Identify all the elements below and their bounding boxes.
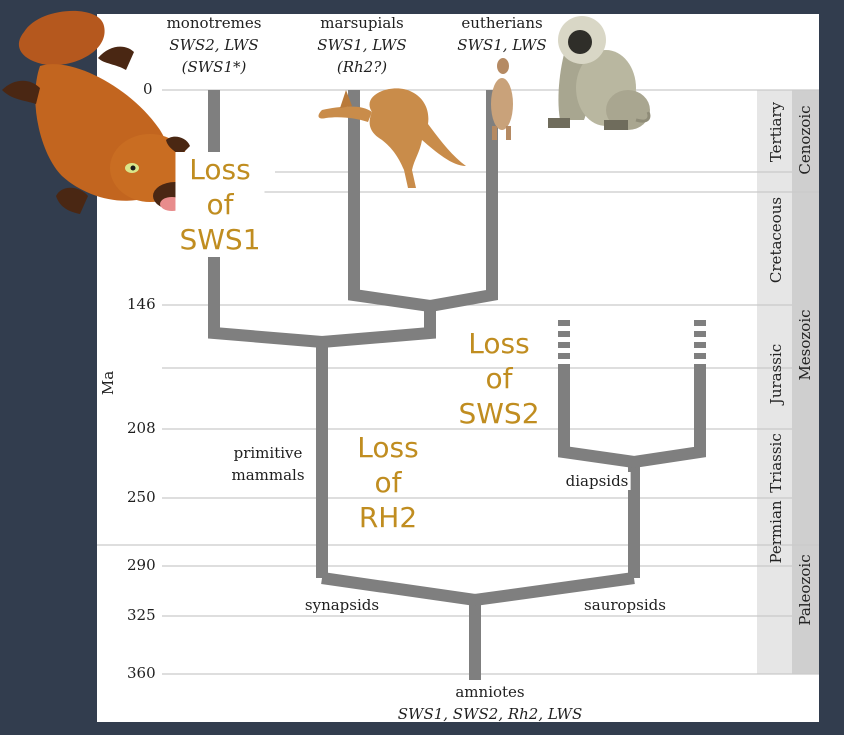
tip-genes-marsupials: SWS1, LWS <box>317 36 407 54</box>
tick-label: 146 <box>127 295 156 313</box>
era-mesozoic: Mesozoic <box>796 309 814 381</box>
era-column <box>792 90 819 674</box>
tick-label: 360 <box>127 664 156 682</box>
loss-sws1-line3: SWS1 <box>179 223 261 256</box>
meerkat-leg <box>492 126 497 140</box>
timescale <box>757 90 819 674</box>
label-diapsids: diapsids <box>563 472 631 490</box>
loss-rh2-annotation: Loss of RH2 <box>357 430 418 535</box>
loss-sws2-line1: Loss <box>468 327 530 360</box>
tip-genes-eutherians: SWS1, LWS <box>457 36 547 54</box>
era-cenozoic: Cenozoic <box>796 105 814 175</box>
branch-therian-split <box>348 90 498 313</box>
meerkat-illustration <box>491 58 513 140</box>
monkey-illustration <box>548 16 651 130</box>
tip-genes-monotremes: SWS2, LWS <box>169 36 259 54</box>
monkey-tail <box>635 111 651 123</box>
tick-label: 250 <box>127 488 156 506</box>
tip-label-marsupials: marsupials <box>320 14 404 32</box>
meerkat-body <box>491 78 513 130</box>
monkey-hand <box>548 118 570 128</box>
tip-note-marsupials: (Rh2?) <box>336 58 388 76</box>
branch-diapsid-split <box>558 370 706 469</box>
label-synapsids: synapsids <box>304 596 380 614</box>
branch-amniote-split <box>321 572 635 607</box>
period-triassic: Triassic <box>767 433 785 493</box>
loss-sws1-line1: Loss <box>189 153 251 186</box>
monkey-foot <box>604 120 628 130</box>
period-tertiary: Tertiary <box>767 101 785 163</box>
loss-sws2-annotation: Loss of SWS2 <box>458 326 539 431</box>
loss-sws2-line3: SWS2 <box>458 397 540 430</box>
period-column <box>757 90 792 674</box>
tick-label: 290 <box>127 556 156 574</box>
platypus-pupil <box>130 165 136 171</box>
tick-label: 0 <box>143 80 153 98</box>
monkey-face <box>568 30 592 54</box>
period-permian: Permian <box>767 500 785 564</box>
label-amniotes: amniotes <box>455 683 525 701</box>
loss-sws1-annotation: Loss of SWS1 <box>175 152 265 257</box>
kangaroo-body <box>369 88 466 188</box>
era-paleozoic: Paleozoic <box>796 554 814 626</box>
platypus-foot <box>56 187 88 214</box>
label-primitive-mammals: primitive mammals <box>223 442 313 486</box>
tip-label-monotremes: monotremes <box>166 14 262 32</box>
tip-label-eutherians: eutherians <box>461 14 543 32</box>
kangaroo-illustration <box>318 88 466 188</box>
platypus-foot <box>98 46 134 70</box>
tip-note-monotremes: (SWS1*) <box>181 58 247 76</box>
label-sauropsids: sauropsids <box>584 596 666 614</box>
kangaroo-ear <box>340 90 352 108</box>
tick-label: 325 <box>127 606 156 624</box>
meerkat-leg <box>506 126 511 140</box>
meerkat-head <box>497 58 509 74</box>
period-jurassic: Jurassic <box>767 343 785 405</box>
platypus-tail <box>18 10 105 66</box>
loss-rh2-line2: of <box>374 466 402 499</box>
platypus-illustration <box>2 10 197 214</box>
kangaroo-head <box>318 106 372 122</box>
loss-sws1-line2: of <box>206 188 234 221</box>
tree-dashed-branches <box>558 320 706 370</box>
axis-unit-label: Ma <box>99 370 117 396</box>
period-cretaceous: Cretaceous <box>767 196 785 284</box>
label-amniote-genes: SWS1, SWS2, Rh2, LWS <box>397 705 583 723</box>
loss-sws2-line2: of <box>485 362 513 395</box>
loss-rh2-line1: Loss <box>357 431 419 464</box>
loss-rh2-line3: RH2 <box>358 501 418 534</box>
platypus-foot <box>166 136 190 156</box>
platypus-foot <box>2 80 40 104</box>
tick-label: 208 <box>127 419 156 437</box>
